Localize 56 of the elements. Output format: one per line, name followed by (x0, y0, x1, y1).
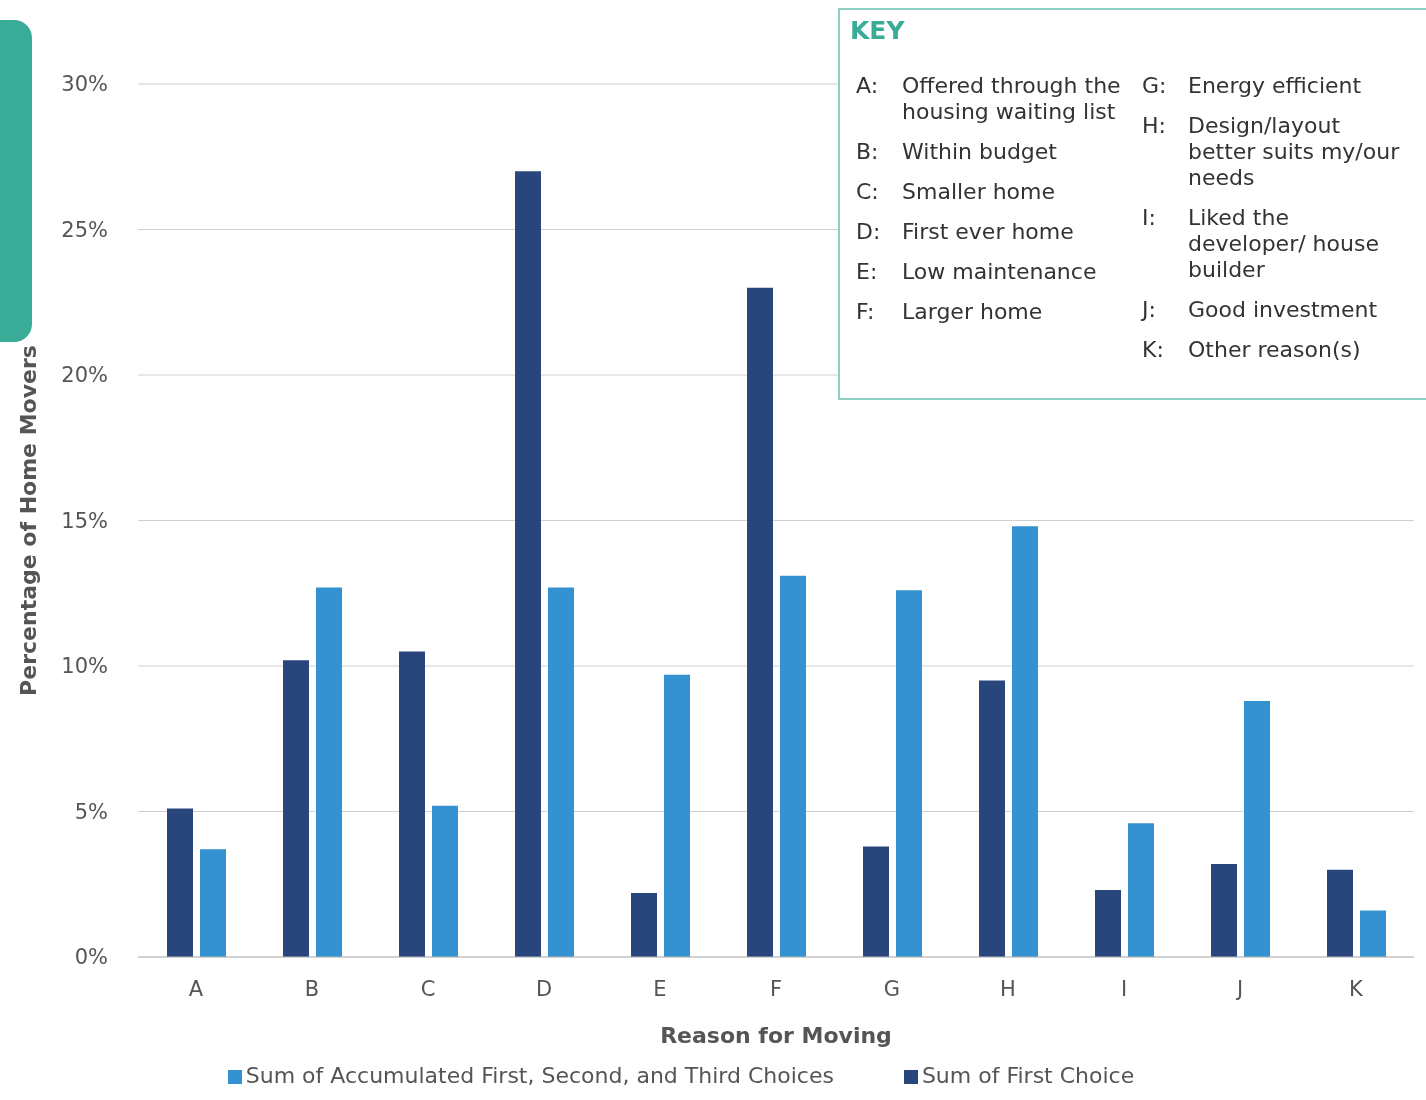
x-tick-label: G (883, 976, 901, 1001)
bar (863, 846, 889, 957)
bar (432, 805, 458, 957)
bar (548, 587, 574, 957)
bar (399, 651, 425, 957)
bar (780, 575, 806, 957)
annotation: B: Within budget (856, 139, 1058, 165)
y-tick-label: 20% (61, 363, 108, 388)
text: I: Liked the developer/ house builder (1142, 205, 1379, 282)
x-tick-label: B (304, 976, 320, 1001)
x-tick-label: H (1000, 976, 1016, 1001)
y-tick-label: 0% (74, 945, 108, 970)
y-tick-label: 10% (61, 654, 108, 679)
y-tick-label: 30% (61, 72, 108, 97)
bar (200, 849, 226, 957)
bar (631, 892, 657, 957)
y-axis-title: Percentage of Home Movers (15, 345, 41, 696)
bar (1211, 863, 1237, 957)
annotation: G: Energy efficient (1142, 73, 1363, 99)
bar (167, 808, 193, 957)
bar (747, 287, 773, 957)
y-tick-label: 25% (61, 217, 108, 242)
x-tick-label: I (1120, 976, 1128, 1001)
y-tick-label: 15% (61, 508, 108, 533)
bar (1012, 526, 1038, 957)
bar (515, 171, 541, 957)
bar (1244, 700, 1270, 957)
x-tick-label: F (769, 976, 783, 1001)
bar (1360, 910, 1386, 957)
x-tick-label: K (1349, 976, 1365, 1001)
bar (1327, 869, 1353, 957)
bar (664, 674, 690, 957)
x-tick-label: E (653, 976, 667, 1001)
annotation: K: Other reason(s) (1142, 337, 1362, 363)
legend-label: Sum of First Choice (921, 1063, 1135, 1088)
text: F: Larger home (856, 299, 1043, 324)
annotation: C: Smaller home (856, 179, 1057, 205)
text: J: Good investment (1142, 297, 1378, 322)
x-tick-label: D (535, 976, 553, 1001)
annotation: E: Low maintenance (856, 259, 1098, 285)
legend-label: Sum of Accumulated First, Second, and Third Choices (245, 1063, 834, 1088)
x-tick-label: A (188, 976, 204, 1001)
annotation: D: First ever home (856, 219, 1075, 245)
x-tick-label: J (1234, 976, 1244, 1001)
bar (283, 660, 309, 957)
bar (1095, 890, 1121, 957)
annotation: A: Offered through the housing waiting list (856, 73, 1122, 125)
bar (979, 680, 1005, 957)
y-tick-label: 5% (74, 799, 108, 824)
bar (1128, 823, 1154, 957)
legend-title: KEY (850, 16, 906, 45)
x-tick-label: C (420, 976, 436, 1001)
bar (316, 587, 342, 957)
x-axis-title: Reason for Moving (660, 1023, 892, 1048)
bar (896, 590, 922, 957)
annotation: H: Design/layout better suits my/our needs (1142, 113, 1401, 191)
